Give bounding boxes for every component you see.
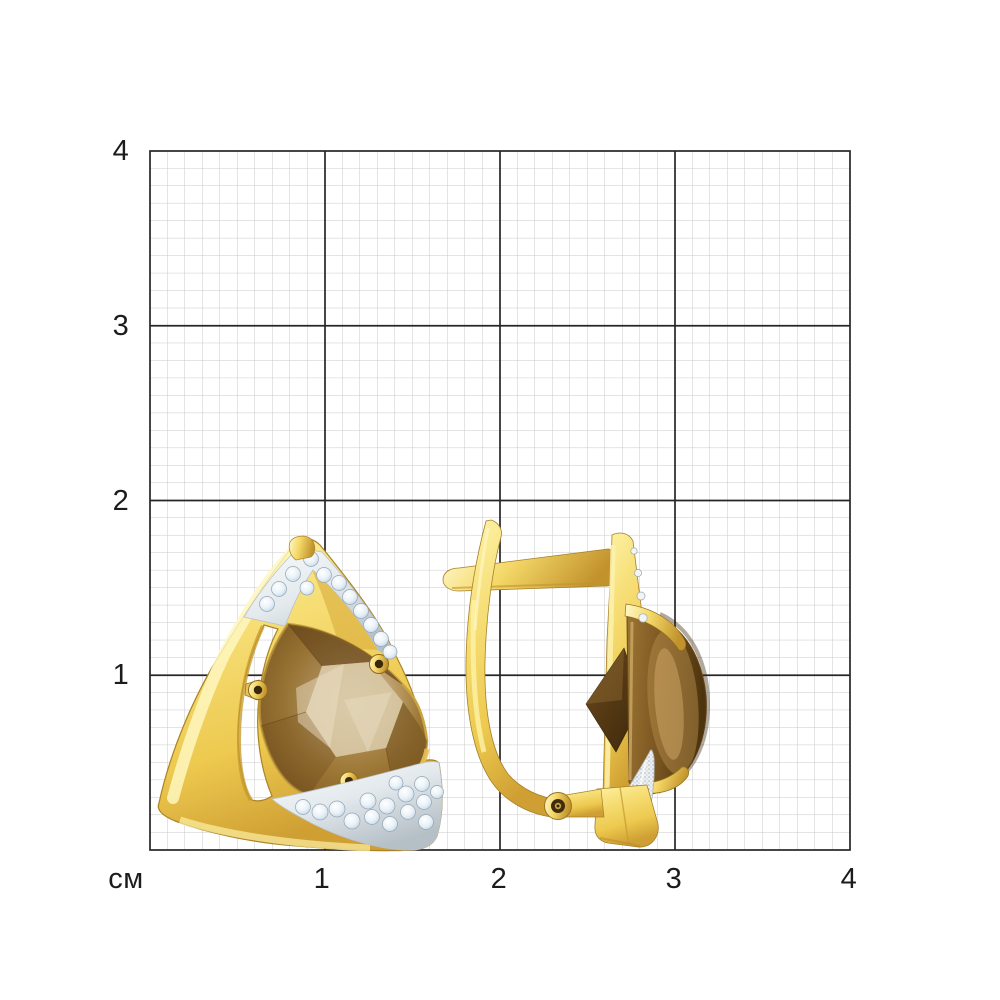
gold-frame-inner-shadow	[236, 625, 265, 802]
x-axis-label-4: 4	[841, 863, 858, 895]
gold-top-tab	[288, 535, 316, 561]
y-axis-label-3: 3	[113, 310, 130, 342]
earring-side-view	[442, 519, 711, 848]
smoky-quartz-stone-side	[626, 612, 711, 795]
y-axis-label-1: 1	[113, 659, 130, 691]
grid-major-lines	[150, 151, 850, 850]
gold-frame-top-shade	[312, 570, 378, 650]
lock-lever	[465, 519, 562, 819]
gold-frame-bottom-highlight	[178, 816, 371, 852]
pave-band-bottom	[271, 748, 444, 851]
ruler-labels: 4 3 2 1 см 1 2 3 4	[108, 135, 857, 895]
grid	[149, 150, 851, 851]
y-axis-label-2: 2	[113, 485, 130, 517]
grid-border	[149, 150, 851, 851]
unit-label-cm: см	[108, 863, 143, 895]
pave-diamonds-bottom	[295, 775, 444, 832]
pave-dots-side	[630, 547, 648, 623]
x-axis-label-1: 1	[314, 863, 331, 895]
x-axis-label-3: 3	[666, 863, 683, 895]
y-axis-label-4: 4	[113, 135, 130, 167]
pave-band-top	[243, 535, 398, 660]
pave-diamonds-top	[259, 551, 398, 660]
bottom-foot	[594, 784, 659, 848]
x-axis-label-2: 2	[491, 863, 508, 895]
earring-front-view	[157, 535, 444, 852]
hinge	[544, 788, 605, 820]
